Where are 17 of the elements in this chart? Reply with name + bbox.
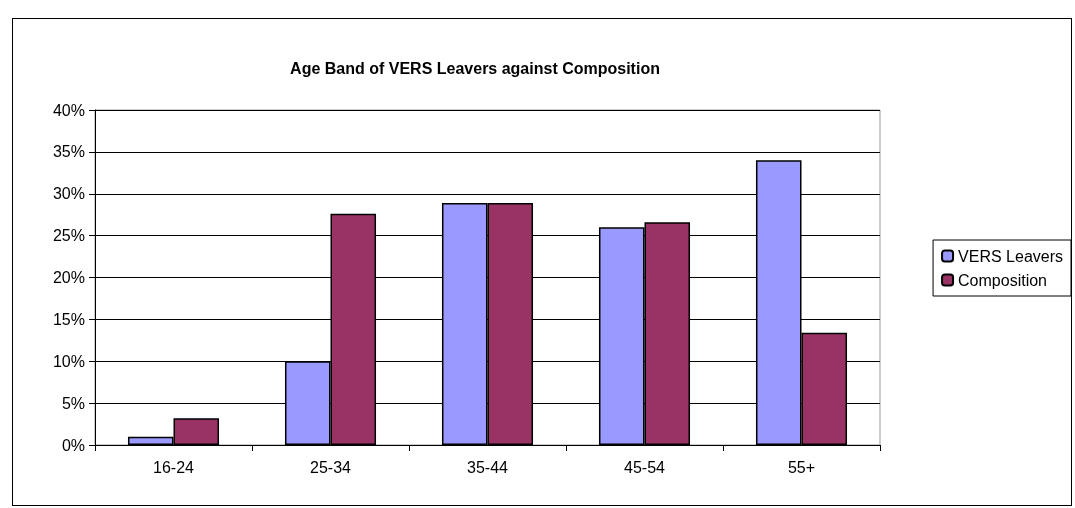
x-tick-label: 25-34 xyxy=(310,458,352,476)
chart-title: Age Band of VERS Leavers against Composition xyxy=(290,59,660,77)
y-tick-label: 0% xyxy=(61,436,85,454)
y-tick-label: 30% xyxy=(52,185,85,203)
y-tick-label: 15% xyxy=(52,310,85,328)
y-tick-label: 10% xyxy=(52,352,85,370)
legend-label: VERS Leavers xyxy=(958,247,1063,265)
y-tick-label: 20% xyxy=(52,269,85,286)
x-tick-label: 45-54 xyxy=(624,458,666,476)
y-tick-label: 40% xyxy=(52,101,85,119)
x-tick-label: 16-24 xyxy=(153,458,195,476)
x-tick-label: 55+ xyxy=(787,458,816,476)
x-tick-label: 35-44 xyxy=(467,458,509,476)
y-tick-label: 25% xyxy=(52,227,85,245)
legend-label: Composition xyxy=(958,271,1047,289)
y-tick-label: 5% xyxy=(61,394,85,412)
y-tick-label: 35% xyxy=(52,143,85,161)
